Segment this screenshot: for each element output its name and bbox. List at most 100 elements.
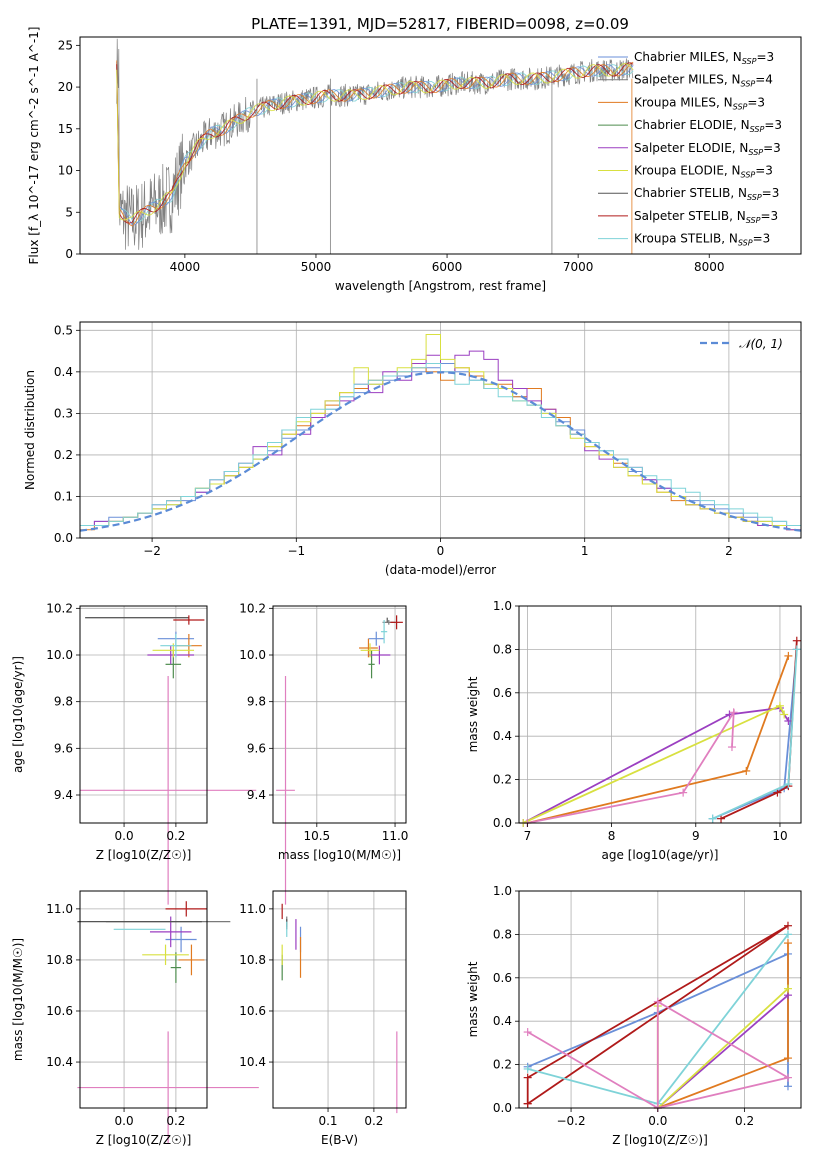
z-age-panel: 0.0 0.2 9.4 9.6 9.8 10.0 10.2 Z [log10(Z/Z☉)] ag… bbox=[11, 601, 257, 905]
x-axis-label: Z [log10(Z/Z☉)] bbox=[612, 1133, 708, 1147]
x-axis-label: Z [log10(Z/Z☉)] bbox=[96, 848, 192, 862]
y-tick-label: 0.2 bbox=[54, 448, 73, 462]
mass-age-panel: 10.5 11.0 9.4 9.6 9.8 10.0 10.2 mass [log10(M/M… bbox=[239, 601, 409, 905]
x-tick-label: −2 bbox=[143, 544, 161, 558]
x-tick-label: 0 bbox=[437, 544, 445, 558]
y-tick-label: 10.0 bbox=[239, 648, 266, 662]
y-tick-label: 10 bbox=[58, 164, 73, 178]
y-tick-label: 0.1 bbox=[54, 489, 73, 503]
y-tick-label: 10.0 bbox=[46, 648, 73, 662]
y-tick-label: 9.6 bbox=[54, 741, 73, 755]
legend-entry: 𝒩(0, 1) bbox=[739, 337, 783, 351]
y-tick-label: 9.6 bbox=[247, 741, 266, 755]
mass-weight-line bbox=[527, 708, 735, 824]
x-tick-label: 11.0 bbox=[382, 829, 409, 843]
y-tick-label: 0.6 bbox=[493, 971, 512, 985]
histogram-step bbox=[80, 363, 801, 526]
residuals-marks: 𝒩(0, 1) bbox=[79, 334, 802, 532]
legend-entry: Kroupa STELIB, NSSP=3 bbox=[634, 232, 770, 248]
y-tick-label: 15 bbox=[58, 122, 73, 136]
normal-curve bbox=[79, 371, 802, 532]
y-axis-label: mass [log10(M/M☉)] bbox=[11, 938, 25, 1061]
y-tick-label: 10.2 bbox=[46, 601, 73, 615]
legend-entry: Salpeter STELIB, NSSP=3 bbox=[634, 209, 778, 225]
x-tick-label: 0.2 bbox=[166, 1114, 185, 1128]
y-tick-label: 25 bbox=[58, 38, 73, 52]
x-tick-label: 0.0 bbox=[115, 1114, 134, 1128]
x-tick-label: 0.0 bbox=[115, 829, 134, 843]
z-massweight-panel: −0.2 0.0 0.2 0.0 0.2 0.4 0.6 0.8 1.0 Z [log10(Z/Z… bbox=[466, 884, 802, 1147]
age-massweight-panel: 7 8 9 10 0.0 0.2 0.4 0.6 0.8 1.0 age [log10(age/yr… bbox=[466, 599, 802, 862]
y-tick-label: 0.4 bbox=[493, 729, 512, 743]
y-tick-label: 10.2 bbox=[239, 601, 266, 615]
x-tick-label: 7 bbox=[524, 829, 532, 843]
x-tick-label: 2 bbox=[725, 544, 733, 558]
x-axis-label: (data-model)/error bbox=[385, 563, 496, 577]
x-tick-label: 4000 bbox=[170, 260, 201, 274]
x-tick-label: 10.5 bbox=[303, 829, 330, 843]
x-tick-label: 5000 bbox=[301, 260, 332, 274]
x-axis-label: E(B-V) bbox=[321, 1133, 358, 1147]
y-tick-label: 0.2 bbox=[493, 1058, 512, 1072]
x-axis-label: mass [log10(M/M☉)] bbox=[278, 848, 401, 862]
x-tick-label: 0.1 bbox=[318, 1114, 337, 1128]
y-tick-label: 0.4 bbox=[54, 365, 73, 379]
mass-age-marks bbox=[276, 615, 403, 905]
x-tick-label: 0.2 bbox=[166, 829, 185, 843]
axes-frame bbox=[79, 605, 208, 824]
legend-entry: Kroupa ELODIE, NSSP=3 bbox=[634, 164, 773, 180]
y-tick-label: 9.4 bbox=[54, 788, 73, 802]
x-axis-label: age [log10(age/yr)] bbox=[602, 848, 719, 862]
y-tick-label: 0.4 bbox=[493, 1014, 512, 1028]
axes-frame bbox=[518, 890, 802, 1109]
y-tick-label: 9.8 bbox=[247, 695, 266, 709]
y-tick-label: 1.0 bbox=[493, 599, 512, 613]
axes-frame bbox=[518, 605, 802, 824]
y-tick-label: 10.4 bbox=[239, 1055, 266, 1069]
z-massweight-marks bbox=[523, 921, 792, 1112]
y-tick-label: 0.6 bbox=[493, 686, 512, 700]
y-tick-label: 0.2 bbox=[493, 773, 512, 787]
x-axis-label: Z [log10(Z/Z☉)] bbox=[96, 1133, 192, 1147]
x-tick-label: 8000 bbox=[694, 260, 725, 274]
x-tick-label: −1 bbox=[287, 544, 305, 558]
axes-frame bbox=[272, 605, 407, 824]
y-axis-label: mass weight bbox=[466, 676, 480, 752]
y-tick-label: 10.6 bbox=[46, 1004, 73, 1018]
y-tick-label: 0.8 bbox=[493, 642, 512, 656]
y-tick-label: 11.0 bbox=[239, 902, 266, 916]
z-mass-panel: 0.0 0.2 10.4 10.6 10.8 11.0 Z [log10(Z/Z☉)] mas… bbox=[11, 890, 259, 1147]
ebv-mass-panel: 0.1 0.2 10.4 10.6 10.8 11.0 E(B-V) bbox=[239, 890, 407, 1147]
z-mass-marks bbox=[77, 901, 259, 1144]
y-tick-label: 0.0 bbox=[493, 1101, 512, 1115]
legend-entry: Chabrier MILES, NSSP=3 bbox=[634, 50, 774, 66]
y-tick-label: 10.6 bbox=[239, 1004, 266, 1018]
x-tick-label: 10 bbox=[772, 829, 787, 843]
spectrum-legend: Chabrier MILES, NSSP=3 Salpeter MILES, NS… bbox=[598, 50, 782, 248]
age-massweight-marks bbox=[519, 636, 801, 827]
x-tick-label: 6000 bbox=[432, 260, 463, 274]
x-tick-label: 0.2 bbox=[364, 1114, 383, 1128]
y-tick-label: 9.4 bbox=[247, 788, 266, 802]
z-age-marks bbox=[80, 615, 257, 905]
y-tick-label: 10.8 bbox=[239, 953, 266, 967]
legend-entry: Kroupa MILES, NSSP=3 bbox=[634, 95, 765, 111]
x-tick-label: 0.2 bbox=[735, 1114, 754, 1128]
y-axis-label: Flux [f_λ 10^-17 erg cm^-2 s^-1 A^-1] bbox=[27, 27, 41, 265]
legend-entry: Salpeter ELODIE, NSSP=3 bbox=[634, 141, 781, 157]
axes-frame bbox=[79, 36, 802, 255]
y-tick-label: 11.0 bbox=[46, 902, 73, 916]
y-axis-label: age [log10(age/yr)] bbox=[11, 656, 25, 773]
y-tick-label: 0.0 bbox=[54, 531, 73, 545]
y-tick-label: 0.0 bbox=[493, 816, 512, 830]
y-tick-label: 10.4 bbox=[46, 1055, 73, 1069]
x-tick-label: 7000 bbox=[563, 260, 594, 274]
y-tick-label: 0.3 bbox=[54, 406, 73, 420]
x-tick-label: −0.2 bbox=[556, 1114, 585, 1128]
legend-entry: Salpeter MILES, NSSP=4 bbox=[634, 73, 773, 89]
legend-entry: Chabrier STELIB, NSSP=3 bbox=[634, 186, 779, 202]
y-tick-label: 1.0 bbox=[493, 884, 512, 898]
y-tick-label: 0.8 bbox=[493, 927, 512, 941]
x-tick-label: 8 bbox=[608, 829, 616, 843]
